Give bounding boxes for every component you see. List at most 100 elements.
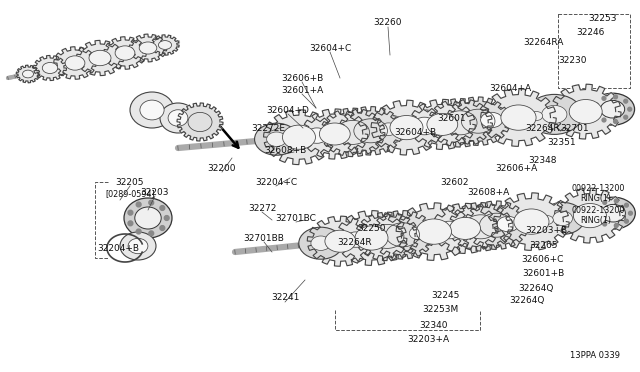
Text: 32351: 32351	[548, 138, 576, 147]
Ellipse shape	[390, 115, 423, 140]
Polygon shape	[428, 99, 492, 147]
Text: 00922-13200: 00922-13200	[572, 205, 625, 215]
Circle shape	[628, 107, 632, 111]
Circle shape	[628, 211, 632, 215]
Polygon shape	[371, 211, 435, 259]
Text: 32241: 32241	[271, 294, 299, 302]
Polygon shape	[76, 41, 124, 76]
Ellipse shape	[159, 41, 172, 49]
Ellipse shape	[89, 50, 111, 66]
Circle shape	[625, 219, 628, 223]
Polygon shape	[104, 37, 146, 69]
Text: 32253M: 32253M	[422, 305, 458, 314]
Circle shape	[149, 200, 154, 205]
Circle shape	[595, 215, 599, 219]
Polygon shape	[449, 203, 513, 251]
Text: 32203: 32203	[141, 187, 169, 196]
Text: 32230: 32230	[559, 55, 588, 64]
Ellipse shape	[306, 128, 328, 143]
Ellipse shape	[428, 214, 472, 246]
Ellipse shape	[488, 210, 528, 238]
Ellipse shape	[336, 225, 376, 254]
Text: 32246: 32246	[576, 28, 604, 36]
Polygon shape	[33, 55, 67, 80]
Polygon shape	[264, 110, 334, 164]
Ellipse shape	[130, 92, 174, 128]
Polygon shape	[493, 193, 569, 250]
Ellipse shape	[124, 198, 172, 238]
Text: 32203+B: 32203+B	[525, 225, 567, 234]
Text: RING(1): RING(1)	[580, 215, 611, 224]
Polygon shape	[554, 188, 625, 243]
Text: [0289-0594]: [0289-0594]	[105, 189, 155, 199]
Text: 32601+A: 32601+A	[281, 86, 323, 94]
Ellipse shape	[22, 70, 33, 78]
Polygon shape	[336, 211, 407, 265]
Text: 32205: 32205	[116, 177, 144, 186]
Circle shape	[603, 222, 607, 226]
Ellipse shape	[530, 112, 543, 121]
Circle shape	[160, 206, 164, 211]
Ellipse shape	[140, 42, 157, 54]
Polygon shape	[446, 97, 510, 145]
Text: 32264R: 32264R	[525, 124, 560, 132]
Polygon shape	[302, 109, 368, 159]
Ellipse shape	[514, 209, 549, 234]
Circle shape	[602, 96, 606, 100]
Ellipse shape	[128, 238, 148, 254]
Ellipse shape	[369, 115, 408, 143]
Circle shape	[128, 221, 133, 226]
Circle shape	[603, 201, 607, 204]
Ellipse shape	[160, 103, 196, 133]
Polygon shape	[177, 103, 223, 141]
Ellipse shape	[481, 112, 502, 128]
Ellipse shape	[601, 204, 625, 222]
Circle shape	[614, 119, 618, 124]
Polygon shape	[54, 47, 96, 79]
Text: 13PPA 0339: 13PPA 0339	[570, 351, 620, 360]
Text: 32253: 32253	[589, 13, 617, 22]
Ellipse shape	[311, 236, 331, 250]
Circle shape	[602, 118, 606, 122]
Ellipse shape	[412, 117, 436, 135]
Ellipse shape	[591, 93, 634, 125]
Text: 32604+C: 32604+C	[309, 44, 351, 52]
Ellipse shape	[553, 211, 573, 225]
Polygon shape	[151, 35, 179, 55]
Ellipse shape	[541, 202, 584, 234]
Polygon shape	[464, 201, 529, 249]
Polygon shape	[396, 203, 472, 260]
Text: 32272E: 32272E	[251, 124, 285, 132]
Ellipse shape	[345, 232, 367, 247]
Circle shape	[128, 210, 133, 215]
Ellipse shape	[472, 106, 511, 134]
Ellipse shape	[255, 123, 298, 155]
Ellipse shape	[168, 110, 188, 126]
Text: 32604+A: 32604+A	[489, 83, 531, 93]
Ellipse shape	[533, 210, 561, 230]
Text: 32204+C: 32204+C	[255, 177, 297, 186]
Text: 32602: 32602	[441, 177, 469, 186]
Text: 32204+B: 32204+B	[97, 244, 139, 253]
Ellipse shape	[135, 207, 161, 229]
Text: 32200: 32200	[208, 164, 236, 173]
Ellipse shape	[501, 105, 536, 130]
Ellipse shape	[403, 110, 447, 142]
Polygon shape	[481, 89, 556, 146]
Polygon shape	[321, 108, 385, 157]
Text: 32701: 32701	[561, 124, 589, 132]
Text: 32601+B: 32601+B	[522, 269, 564, 279]
Text: 32264R: 32264R	[338, 237, 372, 247]
Circle shape	[625, 203, 628, 207]
Circle shape	[136, 202, 141, 207]
Ellipse shape	[115, 46, 135, 60]
Text: 32264Q: 32264Q	[518, 283, 554, 292]
Ellipse shape	[591, 197, 636, 229]
Text: 32608+B: 32608+B	[264, 145, 306, 154]
Ellipse shape	[297, 122, 337, 150]
Text: 32606+B: 32606+B	[281, 74, 323, 83]
Ellipse shape	[398, 219, 438, 247]
Ellipse shape	[450, 217, 481, 240]
Ellipse shape	[120, 232, 156, 260]
Ellipse shape	[526, 94, 582, 134]
